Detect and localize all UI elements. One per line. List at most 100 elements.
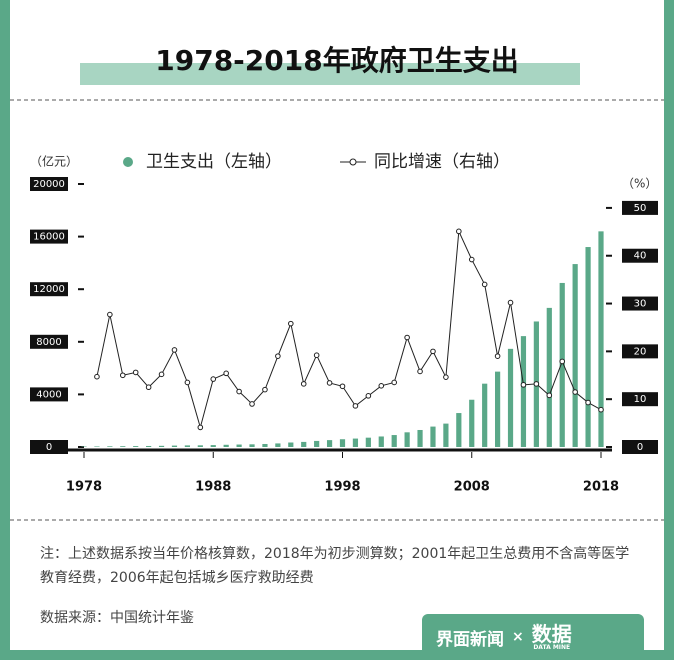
line-point [572, 389, 578, 395]
bar [430, 426, 436, 447]
y-tick-box [30, 177, 68, 191]
line-point [533, 381, 540, 387]
y-tick-label: 16000 [33, 232, 65, 243]
bar [288, 442, 294, 447]
brand: 界面新闻 [436, 629, 504, 650]
bar [326, 440, 333, 447]
line-point [184, 379, 191, 386]
bar [236, 444, 242, 447]
line-point [598, 406, 604, 413]
y2-tick-box [622, 248, 658, 263]
line-point [585, 399, 591, 406]
bar [469, 399, 475, 447]
footer-logo: 界面新闻 × 数据 DATA MINE [422, 614, 644, 660]
panel [10, 0, 664, 650]
line-point [249, 401, 255, 407]
line-point [197, 424, 204, 431]
line-point [158, 371, 165, 378]
bar [301, 441, 307, 447]
line-point [559, 358, 566, 365]
chart-title: 1978-2018年政府卫生支出 [155, 44, 518, 77]
y2-tick-box [622, 200, 658, 215]
line-point [275, 353, 281, 359]
bar [598, 231, 604, 447]
x-tick-label: 1978 [66, 480, 102, 495]
bar [507, 348, 514, 447]
line-point [300, 381, 307, 387]
bar [94, 446, 100, 447]
bar [585, 247, 591, 447]
bar [184, 445, 190, 447]
line-point [404, 334, 410, 341]
bar [210, 445, 216, 447]
legend-swatch [349, 158, 357, 166]
bar [223, 444, 229, 447]
bar [482, 383, 488, 447]
partner: 数据 [531, 621, 572, 646]
bar [262, 443, 268, 447]
line-point [391, 379, 398, 386]
legend-swatch [123, 157, 133, 167]
y-tick-box [30, 440, 68, 454]
bar [171, 445, 178, 447]
y2-tick-box [622, 296, 658, 311]
y-unit: （亿元） [30, 154, 78, 169]
bar [404, 432, 410, 447]
y2-tick-box [622, 392, 658, 407]
y2-tick-label: 50 [634, 203, 647, 214]
line-point [288, 320, 294, 327]
bar [314, 440, 320, 447]
y-tick-label: 4000 [36, 389, 61, 400]
bar [456, 413, 462, 447]
line-point [507, 299, 514, 306]
y2-tick-label: 20 [634, 346, 647, 357]
bar [572, 264, 578, 447]
note: 注：上述数据系按当年价格核算数，2018年为初步测算数；2001年起卫生总费用不… [40, 546, 630, 586]
line-point [171, 347, 178, 353]
y-tick-label: 0 [46, 442, 52, 453]
bar [559, 282, 565, 447]
line-point [417, 368, 423, 375]
bar [352, 438, 359, 447]
y2-tick-label: 30 [634, 299, 647, 310]
source: 数据来源：中国统计年鉴 [40, 610, 194, 626]
line-point [520, 382, 527, 388]
partner-logo: 数据 DATA MINE [532, 624, 572, 651]
line-point [119, 372, 126, 379]
bar [133, 446, 139, 447]
x-tick-label: 1998 [324, 480, 360, 495]
legend-label: 同比增速（右轴） [374, 152, 510, 172]
line-point [107, 311, 113, 318]
line-point [94, 373, 100, 380]
x-tick-label: 1988 [195, 480, 231, 495]
line-point [326, 380, 333, 386]
bar [378, 436, 384, 447]
line-point [378, 382, 385, 389]
y-tick-label: 8000 [36, 337, 61, 348]
y2-unit: （%） [622, 177, 657, 191]
line-point [210, 376, 217, 382]
line-point [313, 352, 320, 358]
line-point [481, 281, 488, 288]
line-point [145, 384, 152, 391]
bar [443, 423, 449, 447]
y2-tick-label: 10 [634, 394, 647, 405]
line-point [468, 256, 475, 263]
legend-label: 卫生支出（左轴） [146, 152, 282, 172]
line-point [236, 388, 242, 395]
bar [158, 445, 165, 447]
bar [107, 446, 113, 447]
line-point [494, 353, 501, 359]
y2-tick-label: 0 [637, 442, 643, 453]
y2-tick-label: 40 [634, 251, 647, 262]
y-tick-label: 12000 [33, 284, 65, 295]
line-point [546, 392, 553, 399]
title-bar [80, 63, 580, 85]
line-point [430, 348, 436, 355]
bar [417, 429, 423, 447]
line-point [262, 386, 268, 393]
y2-tick-box [622, 440, 658, 454]
y-tick-box [30, 282, 68, 297]
line-point [456, 228, 462, 235]
